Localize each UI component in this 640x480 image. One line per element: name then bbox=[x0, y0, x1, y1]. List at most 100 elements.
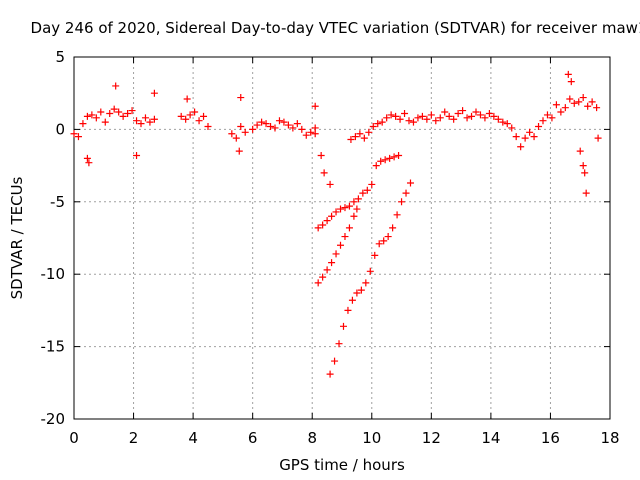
data-point bbox=[128, 107, 136, 115]
data-point bbox=[360, 134, 368, 142]
data-point bbox=[83, 112, 91, 120]
data-point bbox=[566, 95, 574, 103]
data-point bbox=[302, 131, 310, 139]
data-point bbox=[79, 120, 87, 128]
x-tick-label: 12 bbox=[422, 429, 441, 447]
plot-frame bbox=[73, 56, 611, 420]
data-point bbox=[112, 82, 120, 90]
y-tick-label: 0 bbox=[55, 120, 65, 138]
data-point bbox=[328, 259, 336, 267]
data-point bbox=[396, 115, 404, 123]
data-point bbox=[405, 117, 413, 125]
data-point bbox=[348, 296, 356, 304]
data-point bbox=[375, 240, 383, 248]
data-point bbox=[441, 108, 449, 116]
x-tick-label: 4 bbox=[188, 429, 198, 447]
data-point bbox=[567, 78, 575, 86]
x-axis-label: GPS time / hours bbox=[279, 456, 405, 474]
axis-ticks: 0 2 4 6 8 10 12 14 16 18 5 0 -5 -10 -15 -20 bbox=[41, 48, 620, 447]
data-point bbox=[392, 112, 400, 120]
data-point bbox=[317, 151, 325, 159]
data-point bbox=[323, 266, 331, 274]
data-point bbox=[320, 169, 328, 177]
data-point bbox=[371, 251, 379, 259]
data-point bbox=[575, 98, 583, 106]
data-point bbox=[328, 212, 336, 220]
data-point bbox=[106, 109, 114, 117]
data-point bbox=[390, 153, 398, 161]
data-point bbox=[521, 134, 529, 142]
data-point bbox=[354, 195, 362, 203]
data-point bbox=[363, 186, 371, 194]
data-point bbox=[427, 111, 435, 119]
data-point bbox=[345, 202, 353, 210]
data-point bbox=[323, 217, 331, 225]
data-point bbox=[235, 147, 243, 155]
data-point bbox=[393, 211, 401, 219]
x-tick-label: 14 bbox=[481, 429, 500, 447]
data-point bbox=[374, 120, 382, 128]
data-point bbox=[450, 115, 458, 123]
x-tick-label: 6 bbox=[248, 429, 258, 447]
data-point bbox=[150, 89, 158, 97]
data-point bbox=[409, 118, 417, 126]
data-point bbox=[332, 208, 340, 216]
data-point bbox=[372, 162, 380, 170]
data-point bbox=[389, 224, 397, 232]
data-point bbox=[177, 112, 185, 120]
data-point bbox=[384, 233, 392, 241]
data-point bbox=[88, 111, 96, 119]
data-point bbox=[570, 99, 578, 107]
data-point bbox=[339, 322, 347, 330]
data-point bbox=[326, 180, 334, 188]
data-point bbox=[579, 94, 587, 102]
y-axis-label: SDTVAR / TECUs bbox=[8, 176, 26, 299]
data-point bbox=[468, 112, 476, 120]
data-point bbox=[414, 114, 422, 122]
data-point bbox=[517, 143, 525, 151]
y-tick-label: -10 bbox=[41, 265, 66, 283]
data-point bbox=[406, 179, 414, 187]
data-point bbox=[74, 133, 82, 141]
data-point bbox=[307, 128, 315, 136]
data-point bbox=[445, 112, 453, 120]
data-point bbox=[298, 125, 306, 133]
y-tick-label: -5 bbox=[50, 193, 65, 211]
data-point bbox=[341, 233, 349, 241]
data-point bbox=[472, 108, 480, 116]
data-point bbox=[561, 104, 569, 112]
data-point bbox=[284, 121, 292, 129]
data-point bbox=[380, 237, 388, 245]
data-point bbox=[594, 134, 602, 142]
series-recovery-arc-b bbox=[314, 205, 361, 287]
data-point bbox=[381, 156, 389, 164]
data-point bbox=[432, 117, 440, 125]
x-tick-label: 8 bbox=[307, 429, 317, 447]
data-point bbox=[119, 112, 127, 120]
data-point bbox=[579, 162, 587, 170]
data-point bbox=[494, 115, 502, 123]
data-point bbox=[267, 123, 275, 131]
y-tick-label: 5 bbox=[55, 48, 65, 66]
data-point bbox=[97, 108, 105, 116]
data-point bbox=[332, 250, 340, 258]
data-point bbox=[258, 118, 266, 126]
data-point bbox=[137, 120, 145, 128]
data-point bbox=[345, 224, 353, 232]
data-point bbox=[387, 111, 395, 119]
data-point bbox=[141, 114, 149, 122]
data-point bbox=[249, 125, 257, 133]
data-point bbox=[289, 124, 297, 132]
data-point bbox=[293, 120, 301, 128]
data-point bbox=[581, 169, 589, 177]
data-points bbox=[70, 70, 602, 378]
y-tick-label: -15 bbox=[41, 338, 66, 356]
data-point bbox=[344, 306, 352, 314]
x-tick-label: 2 bbox=[129, 429, 139, 447]
data-point bbox=[365, 128, 373, 136]
data-point bbox=[182, 115, 190, 123]
x-tick-label: 18 bbox=[600, 429, 619, 447]
data-point bbox=[191, 108, 199, 116]
data-point bbox=[369, 123, 377, 131]
